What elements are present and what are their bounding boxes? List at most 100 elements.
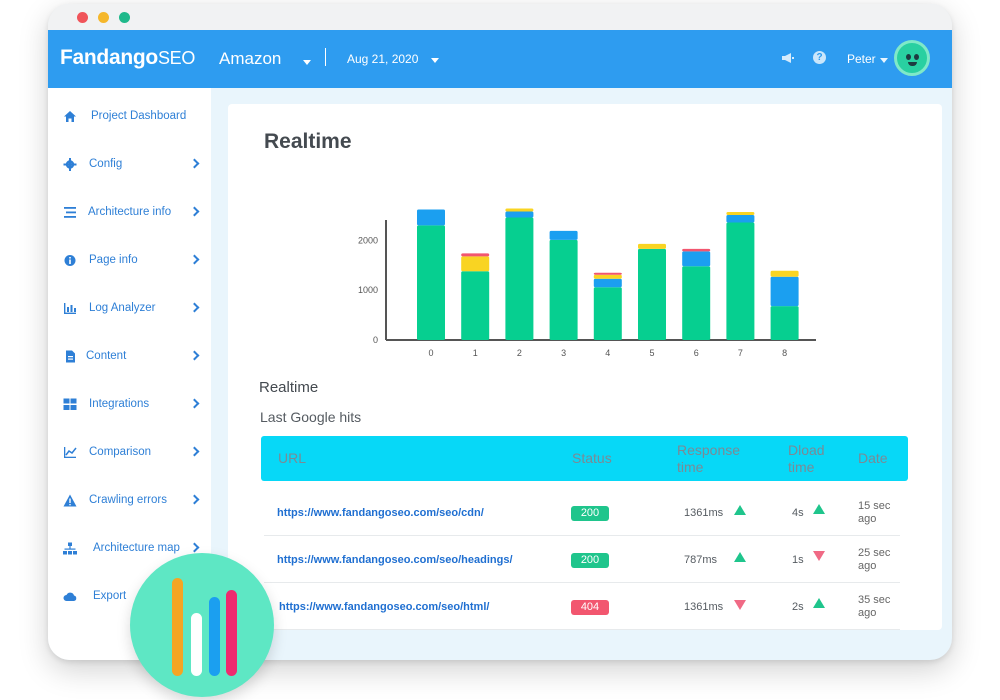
sidebar-item-architecture-map[interactable]: Architecture map	[48, 534, 211, 564]
table-row: https://www.fandangoseo.com/seo/html/ 40…	[264, 583, 900, 630]
grid-icon	[63, 398, 77, 410]
column-header-dload-time[interactable]: Dload time	[788, 442, 825, 476]
status-badge: 200	[571, 553, 609, 568]
bar-segment	[417, 225, 445, 340]
sidebar-item-comparison[interactable]: Comparison	[48, 438, 211, 468]
date-line2: ago	[858, 560, 877, 572]
x-tick-label: 6	[694, 348, 699, 358]
document-icon	[66, 350, 75, 363]
page-title: Realtime	[264, 130, 352, 153]
logo-bar-white	[191, 613, 202, 676]
bar-chart-icon	[64, 303, 76, 314]
maximize-window-button[interactable]	[119, 12, 130, 23]
column-header-url[interactable]: URL	[278, 450, 307, 466]
column-header-response-time[interactable]: Response time	[677, 442, 740, 476]
top-navbar: FandangoSEO Amazon Aug 21, 2020 ? Peter	[48, 30, 952, 88]
chevron-right-icon	[189, 446, 200, 457]
x-tick-label: 2	[517, 348, 522, 358]
date-line2: ago	[858, 607, 877, 619]
bar-segment	[726, 211, 755, 215]
bar-segment	[593, 287, 622, 340]
sidebar-item-content[interactable]: Content	[48, 342, 211, 372]
app-logo[interactable]: FandangoSEO	[60, 46, 195, 70]
x-tick-label: 1	[473, 348, 478, 358]
project-name: Amazon	[219, 49, 282, 68]
gear-icon	[63, 158, 77, 171]
bar-segment	[770, 276, 799, 307]
trend-up-icon	[813, 598, 825, 608]
response-time-value: 1361ms	[684, 507, 724, 519]
table-row: https://www.fandangoseo.com/seo/cdn/ 200…	[264, 489, 900, 536]
logo-suffix: SEO	[157, 48, 196, 68]
x-tick-label: 4	[605, 348, 610, 358]
chevron-right-icon	[189, 158, 200, 169]
date-line1: 35 sec	[858, 594, 891, 606]
bar-segment	[461, 271, 490, 340]
bar-segment	[638, 243, 666, 249]
sidebar-item-crawling-errors[interactable]: Crawling errors	[48, 486, 211, 516]
chevron-right-icon	[189, 302, 200, 313]
close-window-button[interactable]	[77, 12, 88, 23]
sidebar-item-label: Architecture info	[88, 206, 172, 218]
logo-bar-orange	[172, 578, 183, 676]
bar-segment	[549, 230, 578, 240]
megaphone-icon[interactable]	[781, 52, 795, 64]
section-subtitle: Last Google hits	[260, 409, 362, 425]
user-menu[interactable]: Peter	[847, 52, 876, 66]
sidebar-item-label: Page info	[89, 254, 138, 266]
trend-down-icon	[734, 600, 746, 610]
column-header-date[interactable]: Date	[858, 450, 888, 466]
bar-segment	[770, 306, 799, 340]
bar-segment	[461, 253, 490, 257]
date-value: 25 sec ago	[858, 547, 890, 573]
cloud-icon	[63, 592, 77, 601]
bar-segment	[726, 214, 755, 223]
section-title: Realtime	[259, 379, 319, 396]
date-value: 35 sec ago	[858, 594, 890, 620]
date-value: 15 sec ago	[858, 500, 890, 526]
bar-segment	[505, 208, 534, 212]
x-tick-label: 0	[428, 348, 433, 358]
dload-time-value: 1s	[792, 554, 804, 566]
bar-segment	[593, 272, 622, 275]
window-titlebar	[48, 4, 952, 30]
sidebar-item-config[interactable]: Config	[48, 150, 211, 180]
sidebar-item-page-info[interactable]: Page info	[48, 246, 211, 276]
project-chevron-down-icon[interactable]	[303, 60, 311, 65]
sidebar-item-log-analyzer[interactable]: Log Analyzer	[48, 294, 211, 324]
sidebar-item-architecture-info[interactable]: Architecture info	[48, 198, 211, 228]
fandango-floating-logo[interactable]	[130, 553, 274, 697]
logo-bar-pink	[226, 590, 237, 676]
avatar[interactable]	[894, 40, 930, 76]
sidebar-item-label: Crawling errors	[89, 494, 167, 506]
trend-up-icon	[734, 552, 746, 562]
avatar-mouth	[908, 62, 917, 66]
y-tick-label: 0	[373, 335, 378, 345]
minimize-window-button[interactable]	[98, 12, 109, 23]
sidebar-item-integrations[interactable]: Integrations	[48, 390, 211, 420]
sidebar-item-project-dashboard[interactable]: Project Dashboard	[48, 102, 211, 132]
bar-segment	[638, 248, 666, 340]
help-icon[interactable]: ?	[813, 51, 826, 64]
chevron-right-icon	[189, 254, 200, 265]
bar-segment	[593, 278, 622, 288]
sidebar-item-label: Content	[86, 350, 127, 362]
app-window: FandangoSEO Amazon Aug 21, 2020 ? Peter …	[48, 4, 952, 660]
sidebar-item-label: Log Analyzer	[89, 302, 156, 314]
row-url-link[interactable]: https://www.fandangoseo.com/seo/cdn/	[277, 507, 484, 519]
column-header-status[interactable]: Status	[572, 450, 612, 466]
table-row: https://www.fandangoseo.com/seo/headings…	[264, 536, 900, 583]
row-url-link[interactable]: https://www.fandangoseo.com/seo/html/	[279, 601, 490, 613]
sidebar-item-label: Comparison	[89, 446, 151, 458]
date-chevron-down-icon[interactable]	[431, 58, 439, 63]
user-chevron-down-icon[interactable]	[880, 58, 888, 63]
chevron-right-icon	[189, 206, 200, 217]
bar-segment	[505, 211, 534, 218]
bar-segment	[417, 209, 445, 226]
row-url-link[interactable]: https://www.fandangoseo.com/seo/headings…	[277, 554, 513, 566]
sidebar-item-export[interactable]: Export	[48, 582, 211, 612]
logo-bar-blue	[209, 597, 220, 676]
column-header-response-line2: time	[677, 459, 704, 475]
chevron-right-icon	[189, 350, 200, 361]
status-badge: 404	[571, 600, 609, 615]
